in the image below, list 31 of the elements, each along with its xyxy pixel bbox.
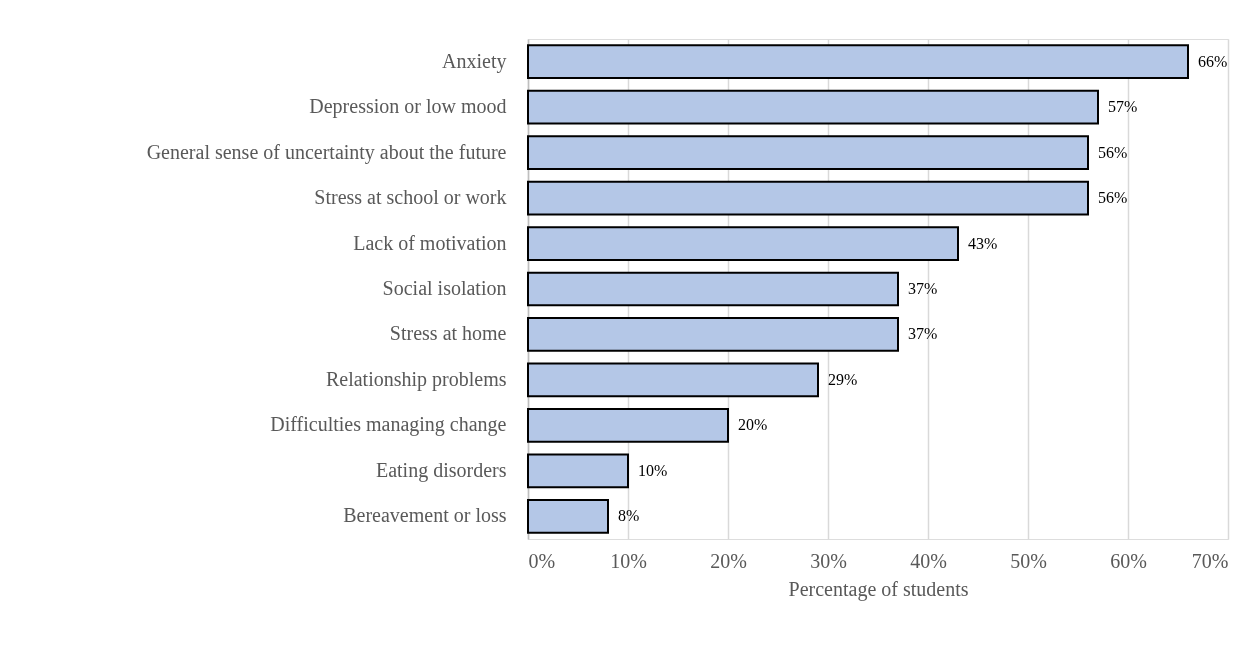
y-tick-label: Bereavement or loss xyxy=(343,504,507,527)
x-tick-label: 0% xyxy=(528,549,556,572)
data-label: 37% xyxy=(908,280,938,297)
x-tick-label: 60% xyxy=(1110,549,1147,572)
y-tick-label: Stress at school or work xyxy=(314,186,507,209)
data-label: 10% xyxy=(638,461,668,479)
x-tick-label: 50% xyxy=(1010,549,1047,572)
x-tick-label: 70% xyxy=(1191,549,1229,572)
data-label: 57% xyxy=(1108,98,1138,116)
y-tick-label: Depression or low mood xyxy=(309,95,507,119)
x-tick-label: 40% xyxy=(910,549,947,572)
data-label: 56% xyxy=(1098,189,1128,207)
x-axis-title: Percentage of students xyxy=(788,577,969,601)
data-label: 66% xyxy=(1198,52,1228,70)
data-label: 56% xyxy=(1098,143,1128,161)
data-label: 29% xyxy=(828,370,858,388)
x-tick-label: 20% xyxy=(710,549,747,572)
y-tick-label: Social isolation xyxy=(382,277,507,299)
y-tick-label: Relationship problems xyxy=(325,367,507,391)
data-label: 43% xyxy=(968,234,998,252)
y-tick-label: Anxiety xyxy=(442,49,507,73)
y-tick-label: Lack of motivation xyxy=(353,231,507,254)
y-tick-label: Stress at home xyxy=(389,322,507,345)
x-tick-label: 30% xyxy=(810,549,847,572)
y-tick-label: Difficulties managing change xyxy=(270,413,507,437)
data-label: 20% xyxy=(738,416,768,434)
y-tick-label: General sense of uncertainty about the future xyxy=(146,140,507,164)
data-label: 37% xyxy=(908,325,938,343)
data-label: 8% xyxy=(618,507,640,525)
y-tick-label: Eating disorders xyxy=(375,458,507,482)
x-tick-label: 10% xyxy=(610,549,647,572)
